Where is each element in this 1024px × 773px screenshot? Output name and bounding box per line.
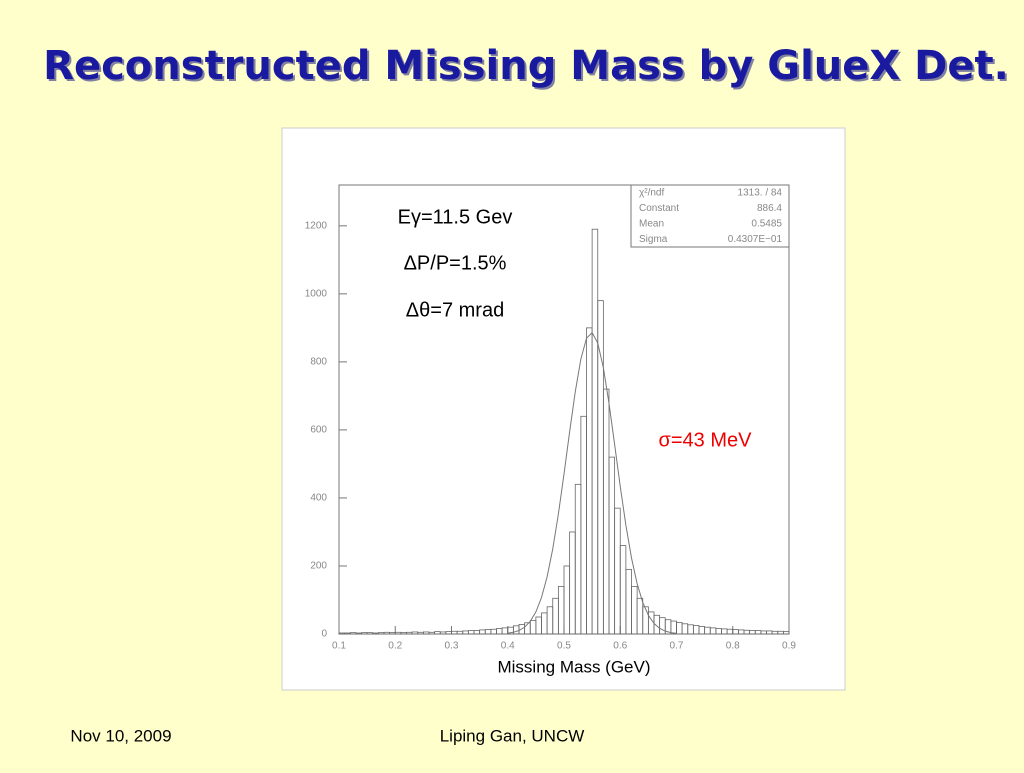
footer-date: Nov 10, 2009 <box>70 726 171 745</box>
x-axis-label: Missing Mass (GeV) <box>497 657 650 676</box>
stat-value: 886.4 <box>757 203 782 214</box>
annotation: Eγ=11.5 Gev <box>398 206 513 228</box>
x-tick-label: 0.7 <box>670 641 684 652</box>
slide-title: Reconstructed Missing Mass by GlueX Det. <box>43 43 1009 89</box>
annotation: ΔP/P=1.5% <box>404 252 507 274</box>
x-tick-label: 0.5 <box>557 641 571 652</box>
y-tick-label: 600 <box>310 425 327 436</box>
footer-author: Liping Gan, UNCW <box>440 726 585 745</box>
stat-name: Mean <box>639 219 664 230</box>
y-tick-label: 0 <box>321 629 327 640</box>
x-tick-label: 0.2 <box>388 641 402 652</box>
stat-name: Sigma <box>639 234 668 245</box>
annotation: Δθ=7 mrad <box>406 299 504 321</box>
x-tick-label: 0.4 <box>501 641 515 652</box>
stat-value: 0.4307E−01 <box>728 234 783 245</box>
y-tick-label: 1000 <box>305 288 328 299</box>
annotation: σ=43 MeV <box>659 429 753 451</box>
x-tick-label: 0.6 <box>613 641 627 652</box>
stat-value: 1313. / 84 <box>738 188 783 199</box>
y-tick-label: 800 <box>310 357 327 368</box>
x-tick-label: 0.3 <box>445 641 459 652</box>
stat-name: Constant <box>639 203 679 214</box>
y-tick-label: 1200 <box>305 220 328 231</box>
fit-curve <box>507 331 677 634</box>
stats-box <box>630 184 790 248</box>
x-tick-label: 0.9 <box>782 641 796 652</box>
plot: 0 200 400 600 800 1000 1200 0.1 0.2 0.3 0.4 0.5 0.6 0… <box>305 188 797 652</box>
title-shadow: Reconstructed Missing Mass by GlueX Det. <box>45 45 1011 91</box>
x-tick-label: 0.1 <box>332 641 346 652</box>
histogram-bar <box>782 631 790 635</box>
x-tick-label: 0.8 <box>726 641 740 652</box>
y-tick-label: 200 <box>310 561 327 572</box>
stat-name: χ²/ndf <box>639 188 664 199</box>
y-tick-label: 400 <box>310 493 327 504</box>
stat-value: 0.5485 <box>751 219 782 230</box>
